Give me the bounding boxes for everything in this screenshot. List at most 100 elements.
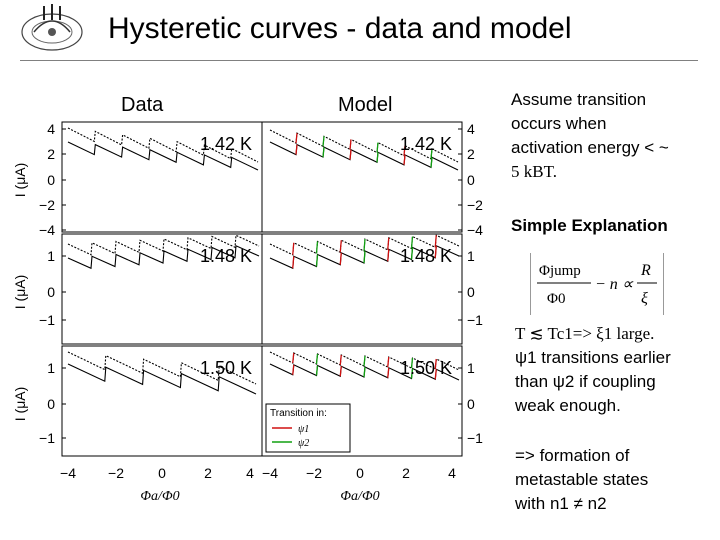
transition-mark — [292, 364, 295, 375]
legend: Transition in: ψ1 ψ2 — [265, 403, 351, 453]
hysteresis-figure: 4 2 0 −2 −4 4 2 0 −2 −4 1 0 −1 1 0 −1 1 0 −1 1 0 −1 −4 −2 0 2 4 −4 −… — [12, 121, 483, 504]
x-tick-model: 4 — [448, 465, 456, 481]
y-tick-left: 0 — [47, 396, 55, 412]
assumption-line-3: activation energy < ~ — [511, 138, 669, 157]
y-tick-right: 1 — [467, 248, 475, 264]
x-tick-data: 2 — [204, 465, 212, 481]
curve-2-data-b — [67, 244, 260, 270]
panel-frame-model-3 — [261, 345, 463, 457]
y-tick-right: 0 — [467, 172, 475, 188]
transition-mark — [376, 142, 379, 153]
y-tick-right: 1 — [467, 360, 475, 376]
transition-mark — [403, 154, 406, 165]
y-tick-right: 2 — [467, 146, 475, 162]
simple-explanation-heading: Simple Explanation — [511, 216, 668, 235]
y-tick-left: −1 — [39, 430, 55, 446]
panel-frame-model-1 — [261, 121, 463, 233]
legend-item-psi1: ψ1 — [298, 424, 309, 435]
y-tick-left: −1 — [39, 312, 55, 328]
curve-3-data-a — [67, 351, 257, 385]
y-tick-left: 1 — [47, 360, 55, 376]
curve-2-data-a — [67, 234, 260, 256]
y-tick-left: 1 — [47, 248, 55, 264]
transition-mark — [349, 149, 352, 160]
x-tick-data: −4 — [60, 465, 76, 481]
curve-1-model-b — [269, 141, 459, 171]
temp-label-2-data: 1.48 K — [200, 246, 252, 266]
x-tick-data: −2 — [108, 465, 124, 481]
transition-mark — [315, 365, 319, 376]
temp-label-1-model: 1.42 K — [400, 134, 452, 154]
y-axis-label-3: I (μA) — [12, 387, 28, 422]
transition-mark — [410, 236, 414, 249]
transition-mark — [376, 152, 379, 163]
transition-mark — [434, 235, 437, 248]
transition-mark — [339, 366, 342, 377]
y-tick-right: −2 — [467, 197, 483, 213]
temp-label-3-model: 1.50 K — [400, 358, 452, 378]
legend-title: Transition in: — [270, 408, 327, 419]
curve-1-data-b — [67, 141, 259, 171]
temp-label-3-data: 1.50 K — [200, 358, 252, 378]
assumption-line-4: 5 kBT. — [511, 162, 557, 181]
title-rule — [20, 60, 698, 61]
curve-3-data-b — [67, 363, 257, 395]
meta-line-2: metastable states — [515, 470, 649, 489]
transition-mark — [430, 157, 433, 168]
y-tick-left: −2 — [39, 197, 55, 213]
temp-label-2-model: 1.48 K — [400, 246, 452, 266]
formula-rhs-denominator: ξ — [641, 290, 648, 307]
transition-mark — [434, 358, 437, 370]
assumption-text: Assume transition occurs when activation… — [511, 88, 669, 184]
psi-line-1: ψ1 transitions earlier — [515, 348, 671, 367]
curve-1-data-a — [67, 127, 259, 163]
y-tick-right: 0 — [467, 284, 475, 300]
transition-mark — [315, 241, 319, 254]
psi-explanation: T ≲ Tc1=> ξ1 large. ψ1 transitions earli… — [515, 322, 671, 418]
assumption-line-2: occurs when — [511, 114, 607, 133]
curve-3-model-a — [269, 351, 460, 371]
transition-mark — [322, 136, 325, 147]
transition-mark — [363, 250, 366, 264]
psi-line-2: than ψ2 if coupling — [515, 372, 656, 391]
jump-formula: Φjump Φ0 − n ∝ R ξ — [530, 253, 664, 315]
y-axis-label-1: I (μA) — [12, 163, 28, 198]
model-column-label: Model — [338, 94, 393, 116]
y-tick-right: −1 — [467, 312, 483, 328]
transition-mark — [295, 133, 298, 144]
y-tick-right: 0 — [467, 396, 475, 412]
transition-mark — [434, 369, 437, 380]
x-tick-model: 0 — [356, 465, 364, 481]
x-tick-model: −2 — [306, 465, 322, 481]
transition-mark — [292, 242, 295, 255]
legend-item-psi2: ψ2 — [298, 438, 309, 449]
meta-line-3: with n1 ≠ n2 — [515, 494, 607, 513]
formula-lhs-denominator: Φ0 — [547, 291, 565, 307]
transition-mark — [430, 148, 433, 159]
y-axis-label-2: I (μA) — [12, 275, 28, 310]
data-column-label: Data — [121, 94, 164, 116]
transition-mark — [410, 247, 414, 260]
transition-mark — [410, 357, 414, 369]
transition-mark — [315, 353, 319, 365]
assumption-line-1: Assume transition — [511, 90, 647, 109]
x-tick-model: 2 — [402, 465, 410, 481]
formula-rhs-numerator: R — [640, 262, 651, 279]
transition-mark — [339, 354, 342, 366]
formula-lhs-numerator: Φjump — [539, 263, 581, 279]
formula-minus-n: − n ∝ — [595, 276, 634, 293]
y-tick-right: −1 — [467, 430, 483, 446]
transition-mark — [363, 355, 366, 367]
metastable-text: => formation of metastable states with n… — [515, 444, 648, 516]
transition-mark — [292, 256, 295, 269]
x-tick-data: 4 — [246, 465, 254, 481]
transition-mark — [292, 352, 295, 364]
transition-mark — [387, 249, 390, 262]
x-tick-data: 0 — [158, 465, 166, 481]
transition-mark — [387, 356, 390, 368]
y-tick-right: −4 — [467, 222, 483, 238]
psi-line-0: T ≲ Tc1=> ξ1 large. — [515, 324, 655, 343]
transition-mark — [363, 366, 366, 378]
transition-mark — [339, 252, 342, 265]
transition-mark — [387, 237, 390, 250]
